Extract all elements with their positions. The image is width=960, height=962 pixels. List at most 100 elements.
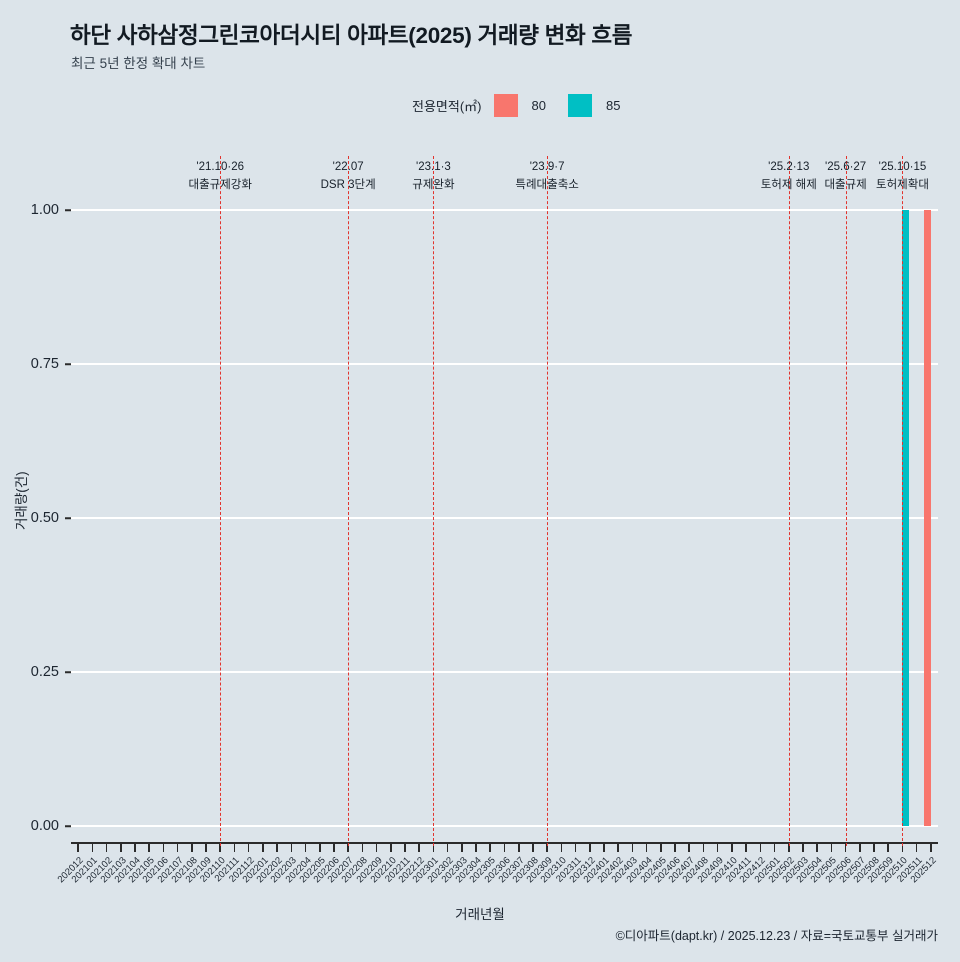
event-date: '23.1·3	[416, 161, 451, 173]
event-name: 토허제 해제	[760, 179, 817, 191]
x-tick-mark	[830, 842, 833, 852]
x-tick-mark	[176, 842, 179, 852]
page-title: 하단 사하삼정그린코아더시티 아파트(2025) 거래량 변화 흐름	[70, 23, 633, 48]
event-date: '25.6·27	[825, 161, 867, 173]
x-tick-mark	[276, 842, 278, 852]
x-tick-mark	[489, 842, 492, 852]
x-tick-mark	[404, 842, 406, 852]
bar[interactable]	[902, 210, 909, 826]
x-tick-mark	[333, 842, 335, 852]
event-label: '25.6·27 대출규제	[824, 158, 866, 194]
x-tick-mark	[91, 842, 94, 852]
legend-label-85: 85	[605, 98, 621, 113]
source-caption: ©디아파트(dapt.kr) / 2025.12.23 / 자료=국토교통부 실…	[615, 929, 938, 943]
x-tick-mark	[361, 842, 364, 852]
x-tick-mark	[930, 842, 932, 852]
y-tick-mark	[65, 363, 71, 365]
x-tick-mark	[461, 842, 463, 852]
gridline	[71, 517, 938, 519]
event-label: '21.10·26 대출규제강화	[188, 158, 251, 194]
x-tick-mark	[475, 842, 477, 852]
event-date: '22.07	[332, 161, 364, 173]
x-tick-mark	[631, 842, 634, 852]
x-tick-mark	[375, 842, 378, 852]
event-line	[547, 156, 549, 846]
y-tick-mark	[65, 209, 71, 211]
x-tick-mark	[688, 842, 691, 852]
bar[interactable]	[924, 210, 931, 826]
x-tick-mark	[674, 842, 676, 852]
event-label: '22.07 DSR 3단계	[321, 158, 376, 194]
event-label: '25.2·13 토허제 해제	[761, 158, 817, 194]
x-tick-mark	[205, 842, 207, 852]
event-label: '23.9·7 특례대출축소	[515, 158, 578, 194]
gridline	[71, 825, 938, 827]
x-tick-mark	[574, 842, 577, 852]
x-tick-mark	[517, 842, 520, 852]
legend-label-80: 80	[531, 98, 546, 113]
x-tick-mark	[347, 842, 349, 852]
x-tick-mark	[233, 842, 236, 852]
y-axis-title: 거래량(건)	[14, 471, 29, 530]
x-tick-mark	[304, 842, 307, 852]
gridline	[71, 363, 938, 365]
x-tick-mark	[503, 842, 506, 852]
event-name: DSR 3단계	[320, 179, 376, 191]
event-name: 대출규제	[824, 179, 867, 191]
x-tick-mark	[844, 842, 847, 852]
x-tick-mark	[191, 842, 193, 852]
event-date: '23.9·7	[529, 161, 565, 173]
event-date: '21.10·26	[196, 161, 245, 173]
event-name: 특례대출축소	[515, 179, 579, 191]
x-tick-mark	[859, 842, 861, 852]
legend-item-80[interactable]: 80	[493, 94, 568, 117]
x-tick-mark	[560, 842, 563, 852]
legend-swatch-80	[493, 94, 518, 117]
x-tick-mark	[716, 842, 719, 852]
x-tick-mark	[588, 842, 591, 852]
x-tick-mark	[603, 842, 605, 852]
y-tick-label: 0.75	[30, 356, 59, 372]
legend-swatch-85	[567, 94, 592, 117]
event-line	[788, 156, 790, 846]
event-label: '23.1·3 규제완화	[412, 158, 454, 194]
event-date: '25.2·13	[768, 161, 810, 173]
legend-item-85[interactable]: 85	[567, 94, 642, 117]
x-tick-mark	[915, 842, 918, 852]
x-tick-mark	[105, 842, 108, 852]
event-line	[902, 156, 904, 846]
gridline	[71, 209, 938, 211]
x-tick-mark	[617, 842, 619, 852]
x-tick-mark	[318, 842, 321, 852]
x-tick-mark	[418, 842, 420, 852]
y-tick-label: 0.50	[30, 510, 59, 526]
x-tick-mark	[432, 842, 435, 852]
x-tick-mark	[759, 842, 762, 852]
event-line	[845, 156, 847, 846]
x-tick-mark	[162, 842, 165, 852]
y-tick-mark	[65, 671, 71, 673]
x-tick-mark	[816, 842, 818, 852]
y-tick-label: 1.00	[30, 202, 59, 218]
legend: 전용면적(㎡) 80 85	[412, 94, 642, 117]
x-tick-mark	[546, 842, 548, 852]
y-tick-mark	[65, 517, 71, 519]
event-line	[220, 156, 222, 846]
gridline	[71, 671, 938, 673]
legend-title: 전용면적(㎡)	[412, 99, 482, 114]
y-tick-mark	[65, 825, 71, 827]
x-tick-mark	[247, 842, 250, 852]
y-tick-label: 0.25	[30, 664, 59, 680]
event-name: 토허제확대	[876, 179, 929, 191]
x-tick-mark	[802, 842, 804, 852]
x-tick-mark	[773, 842, 776, 852]
bars-layer	[71, 210, 938, 826]
x-tick-mark	[290, 842, 293, 852]
page-subtitle: 최근 5년 한정 확대 차트	[71, 56, 206, 71]
x-tick-mark	[119, 842, 122, 852]
x-tick-mark	[645, 842, 648, 852]
event-name: 규제완화	[412, 179, 455, 191]
x-tick-mark	[745, 842, 747, 852]
x-axis-title: 거래년월	[455, 907, 505, 922]
